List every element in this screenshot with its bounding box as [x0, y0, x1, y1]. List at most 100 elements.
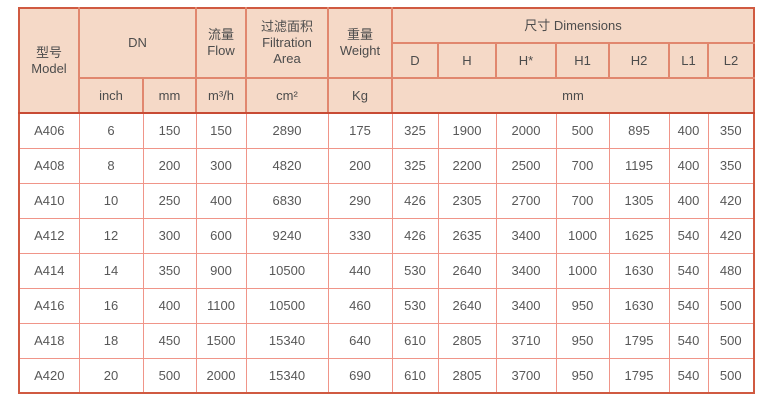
value-cell: 18	[78, 322, 144, 359]
value-cell: 420	[707, 217, 755, 254]
value-cell: 500	[142, 357, 197, 394]
value-cell: 895	[608, 112, 670, 149]
header-dim-h: H	[437, 42, 497, 79]
value-cell: 15340	[245, 322, 329, 359]
unit-inch: inch	[78, 77, 144, 114]
value-cell: 1900	[437, 112, 497, 149]
value-cell: 420	[707, 182, 755, 219]
value-cell: 2635	[437, 217, 497, 254]
header-dim-d: D	[391, 42, 439, 79]
value-cell: 350	[707, 112, 755, 149]
value-cell: 2700	[495, 182, 557, 219]
value-cell: 2640	[437, 252, 497, 289]
value-cell: 2200	[437, 147, 497, 184]
table-row: A418 18 450 1500 15340 640 610 2805 3710 950 1795 5…	[18, 322, 755, 359]
value-cell: 500	[555, 112, 610, 149]
header-row-main: 型号 Model DN 流量 Flow 过滤面积 Filtration Area…	[18, 7, 755, 114]
value-cell: 640	[327, 322, 393, 359]
header-filtration-zh: 过滤面积	[260, 19, 313, 35]
value-cell: 440	[327, 252, 393, 289]
table-row: A406 6 150 150 2890 175 325 1900 2000 500 895 400 35…	[18, 112, 755, 149]
spec-table-body: A406 6 150 150 2890 175 325 1900 2000 500 895 400 35…	[18, 112, 755, 394]
value-cell: 1500	[195, 322, 247, 359]
value-cell: 3400	[495, 217, 557, 254]
value-cell: 530	[391, 287, 439, 324]
value-cell: 2000	[195, 357, 247, 394]
model-value-cell: A410	[18, 182, 80, 219]
header-weight: 重量 Weight	[327, 7, 393, 79]
model-value-cell: A408	[18, 147, 80, 184]
table-row: A412 12 300 600 9240 330 426 2635 3400 1000 1625 54…	[18, 217, 755, 254]
page: 型号 Model DN 流量 Flow 过滤面积 Filtration Area…	[18, 7, 755, 394]
value-cell: 426	[391, 182, 439, 219]
value-cell: 10500	[245, 252, 329, 289]
header-filtration-en1: Filtration	[262, 35, 312, 51]
value-cell: 16	[78, 287, 144, 324]
header-dim-l2: L2	[707, 42, 755, 79]
value-cell: 400	[195, 182, 247, 219]
value-cell: 2805	[437, 322, 497, 359]
value-cell: 200	[327, 147, 393, 184]
value-cell: 2890	[245, 112, 329, 149]
value-cell: 12	[78, 217, 144, 254]
unit-weight: Kg	[327, 77, 393, 114]
value-cell: 2305	[437, 182, 497, 219]
header-dim-h1: H1	[555, 42, 610, 79]
value-cell: 175	[327, 112, 393, 149]
header-dimensions: 尺寸 Dimensions	[391, 7, 755, 44]
value-cell: 950	[555, 357, 610, 394]
value-cell: 330	[327, 217, 393, 254]
value-cell: 325	[391, 147, 439, 184]
value-cell: 450	[142, 322, 197, 359]
header-model-en: Model	[31, 60, 67, 76]
model-value-cell: A406	[18, 112, 80, 149]
value-cell: 950	[555, 287, 610, 324]
value-cell: 6	[78, 112, 144, 149]
header-weight-en: Weight	[339, 43, 381, 58]
value-cell: 426	[391, 217, 439, 254]
value-cell: 350	[142, 252, 197, 289]
value-cell: 2500	[495, 147, 557, 184]
unit-flow: m³/h	[195, 77, 247, 114]
value-cell: 350	[707, 147, 755, 184]
value-cell: 610	[391, 357, 439, 394]
table-row: A408 8 200 300 4820 200 325 2200 2500 700 1195 400 3…	[18, 147, 755, 184]
value-cell: 700	[555, 147, 610, 184]
value-cell: 1000	[555, 217, 610, 254]
header-filtration-en2: Area	[273, 50, 301, 66]
value-cell: 1630	[608, 287, 670, 324]
value-cell: 610	[391, 322, 439, 359]
model-value-cell: A412	[18, 217, 80, 254]
table-row: A416 16 400 1100 10500 460 530 2640 3400 950 1630 5…	[18, 287, 755, 324]
header-flow-en: Flow	[207, 43, 235, 58]
value-cell: 2000	[495, 112, 557, 149]
value-cell: 540	[668, 217, 709, 254]
header-dn: DN	[78, 7, 197, 79]
model-value-cell: A416	[18, 287, 80, 324]
value-cell: 690	[327, 357, 393, 394]
header-dim-h2: H2	[608, 42, 670, 79]
value-cell: 1795	[608, 322, 670, 359]
unit-dims-mm: mm	[391, 77, 755, 114]
value-cell: 700	[555, 182, 610, 219]
value-cell: 325	[391, 112, 439, 149]
value-cell: 500	[707, 287, 755, 324]
value-cell: 6830	[245, 182, 329, 219]
model-value-cell: A414	[18, 252, 80, 289]
value-cell: 1630	[608, 252, 670, 289]
header-flow: 流量 Flow	[195, 7, 247, 79]
value-cell: 2640	[437, 287, 497, 324]
value-cell: 200	[142, 147, 197, 184]
value-cell: 480	[707, 252, 755, 289]
value-cell: 400	[142, 287, 197, 324]
value-cell: 4820	[245, 147, 329, 184]
value-cell: 3700	[495, 357, 557, 394]
value-cell: 540	[668, 252, 709, 289]
value-cell: 10500	[245, 287, 329, 324]
value-cell: 400	[668, 182, 709, 219]
value-cell: 950	[555, 322, 610, 359]
value-cell: 540	[668, 322, 709, 359]
value-cell: 300	[142, 217, 197, 254]
value-cell: 2805	[437, 357, 497, 394]
value-cell: 3400	[495, 287, 557, 324]
